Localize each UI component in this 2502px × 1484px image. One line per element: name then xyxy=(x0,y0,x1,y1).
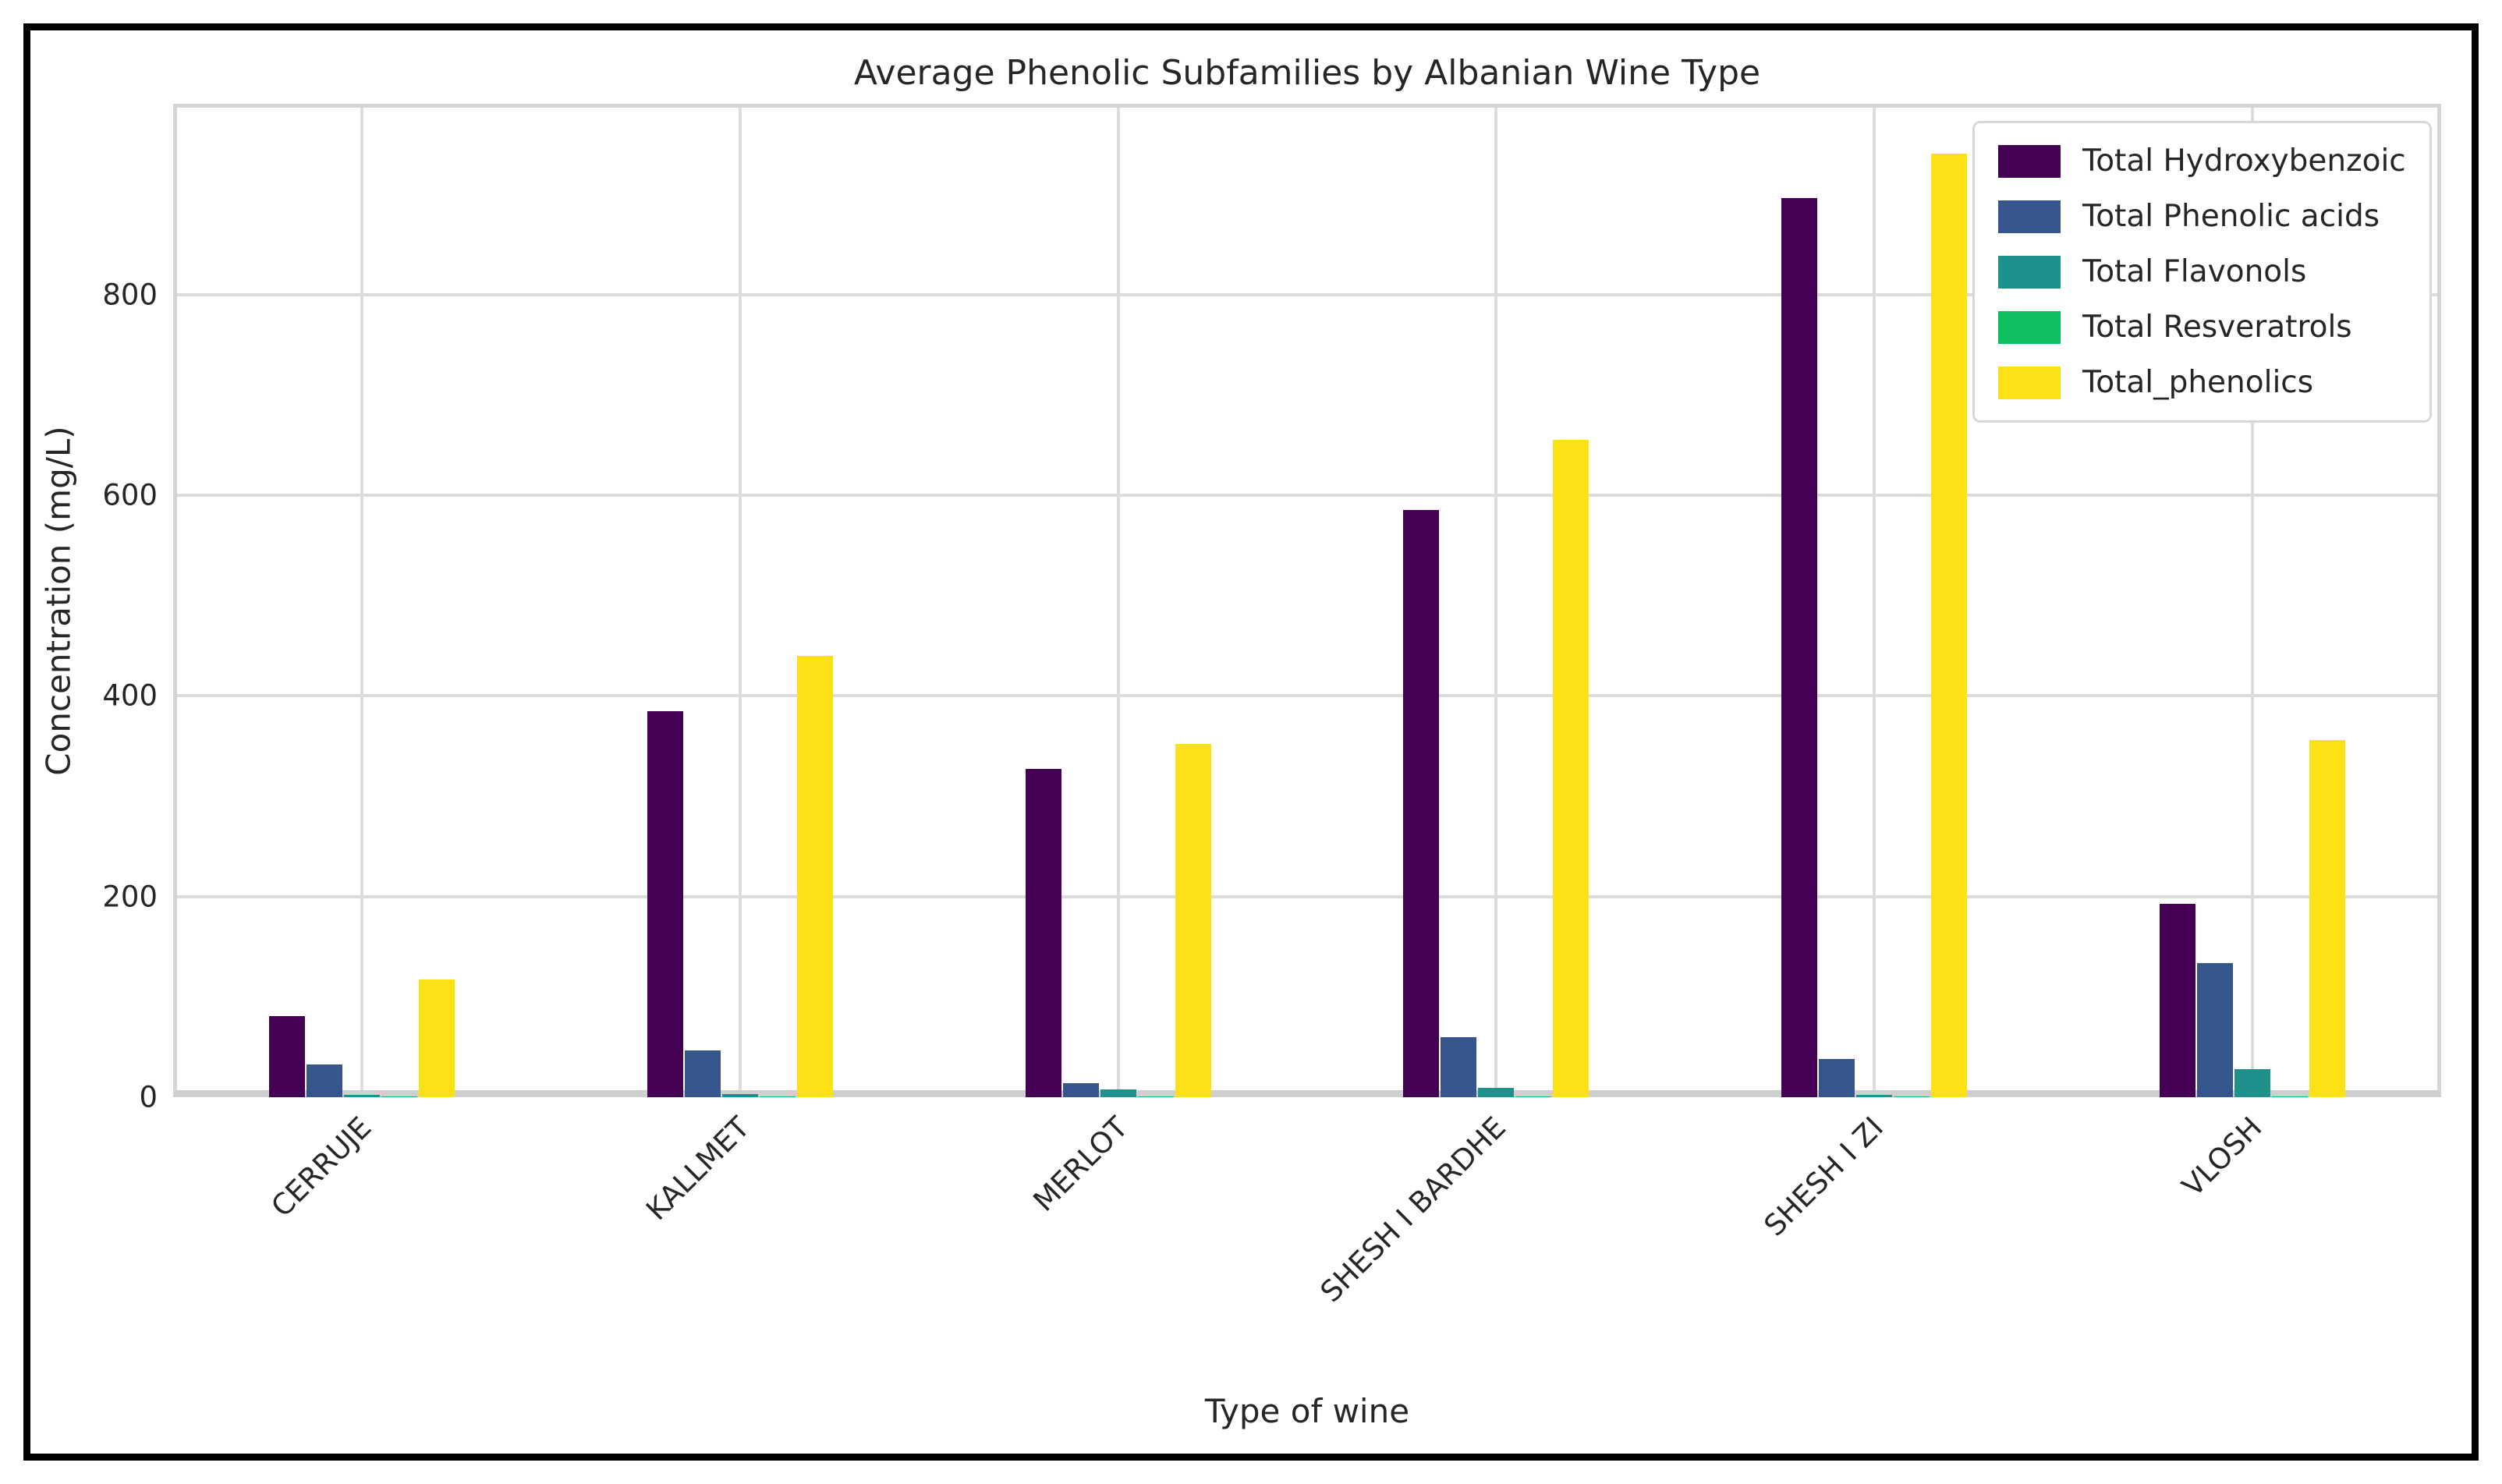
bar-kallmet-total-hydroxybenzoic xyxy=(647,711,683,1097)
bar-shesh-i-zi-total-hydroxybenzoic xyxy=(1781,198,1817,1097)
legend-row-total-hydroxybenzoic: Total Hydroxybenzoic xyxy=(1998,143,2406,179)
gridline-x-kallmet xyxy=(739,108,742,1090)
bar-shesh-i-bardhe-total_phenolics xyxy=(1553,440,1589,1097)
chart-title: Average Phenolic Subfamilies by Albanian… xyxy=(853,53,1761,93)
legend-row-total-flavonols: Total Flavonols xyxy=(1998,254,2406,289)
gridline-x-vlosh xyxy=(2250,108,2254,1090)
bar-merlot-total_phenolics xyxy=(1175,744,1211,1097)
gridline-y-600 xyxy=(177,493,2437,497)
bar-shesh-i-zi-total-flavonols xyxy=(1856,1095,1892,1097)
bar-vlosh-total-hydroxybenzoic xyxy=(2159,904,2195,1097)
legend-swatch-icon xyxy=(1998,310,2061,344)
gridline-x-merlot xyxy=(1116,108,1120,1090)
y-tick-label-200: 200 xyxy=(102,880,158,914)
bar-cerruje-total-hydroxybenzoic xyxy=(269,1016,306,1097)
legend-swatch-icon xyxy=(1998,255,2061,289)
bar-merlot-total-phenolic-acids xyxy=(1062,1083,1099,1097)
bar-shesh-i-zi-total-phenolic-acids xyxy=(1819,1059,1855,1097)
legend-label: Total Flavonols xyxy=(2082,254,2307,289)
bar-kallmet-total-resveratrols xyxy=(760,1096,796,1097)
legend-label: Total_phenolics xyxy=(2082,365,2314,400)
x-axis-label: Type of wine xyxy=(1204,1392,1410,1430)
bar-vlosh-total_phenolics xyxy=(2309,740,2345,1097)
bar-vlosh-total-resveratrols xyxy=(2271,1096,2308,1097)
bar-cerruje-total-resveratrols xyxy=(381,1096,418,1097)
gridline-y-200 xyxy=(177,894,2437,898)
legend-row-total-resveratrols: Total Resveratrols xyxy=(1998,310,2406,345)
bar-merlot-total-resveratrols xyxy=(1137,1096,1174,1097)
legend-label: Total Hydroxybenzoic xyxy=(2082,143,2406,179)
bar-kallmet-total_phenolics xyxy=(797,656,833,1097)
bar-merlot-total-hydroxybenzoic xyxy=(1025,769,1061,1097)
bar-merlot-total-flavonols xyxy=(1100,1089,1136,1097)
gridline-x-cerruje xyxy=(360,108,364,1090)
bar-shesh-i-zi-total_phenolics xyxy=(1931,154,1967,1097)
legend-label: Total Phenolic acids xyxy=(2082,199,2380,234)
bar-shesh-i-zi-total-resveratrols xyxy=(1894,1096,1930,1097)
bar-shesh-i-bardhe-total-resveratrols xyxy=(1515,1096,1552,1097)
gridline-y-400 xyxy=(177,694,2437,698)
bar-shesh-i-bardhe-total-hydroxybenzoic xyxy=(1403,510,1440,1097)
legend-swatch-icon xyxy=(1998,200,2061,233)
bar-kallmet-total-phenolic-acids xyxy=(685,1050,721,1097)
bar-cerruje-total-flavonols xyxy=(344,1095,381,1097)
y-tick-label-600: 600 xyxy=(102,478,158,512)
bar-shesh-i-bardhe-total-flavonols xyxy=(1478,1088,1515,1097)
gridline-x-shesh-i-bardhe xyxy=(1494,108,1498,1090)
bar-kallmet-total-flavonols xyxy=(722,1094,758,1097)
legend: Total Hydroxybenzoic Total Phenolic acids… xyxy=(1972,121,2432,423)
bar-vlosh-total-flavonols xyxy=(2234,1069,2270,1097)
bar-cerruje-total_phenolics xyxy=(419,979,455,1097)
legend-swatch-icon xyxy=(1998,366,2061,399)
bar-cerruje-total-phenolic-acids xyxy=(307,1064,343,1097)
y-tick-label-0: 0 xyxy=(139,1080,158,1114)
bar-shesh-i-bardhe-total-phenolic-acids xyxy=(1441,1037,1477,1097)
gridline-y-800 xyxy=(177,292,2437,296)
legend-row-total-phenolic-acids: Total Phenolic acids xyxy=(1998,199,2406,234)
bar-vlosh-total-phenolic-acids xyxy=(2196,963,2233,1097)
y-tick-label-800: 800 xyxy=(102,278,158,311)
legend-row-total_phenolics: Total_phenolics xyxy=(1998,365,2406,400)
y-axis-label-box: Concentration (mg/L) xyxy=(23,104,94,1097)
y-tick-label-400: 400 xyxy=(102,678,158,713)
gridline-x-shesh-i-zi xyxy=(1873,108,1876,1090)
legend-label: Total Resveratrols xyxy=(2082,310,2352,345)
legend-swatch-icon xyxy=(1998,144,2061,178)
